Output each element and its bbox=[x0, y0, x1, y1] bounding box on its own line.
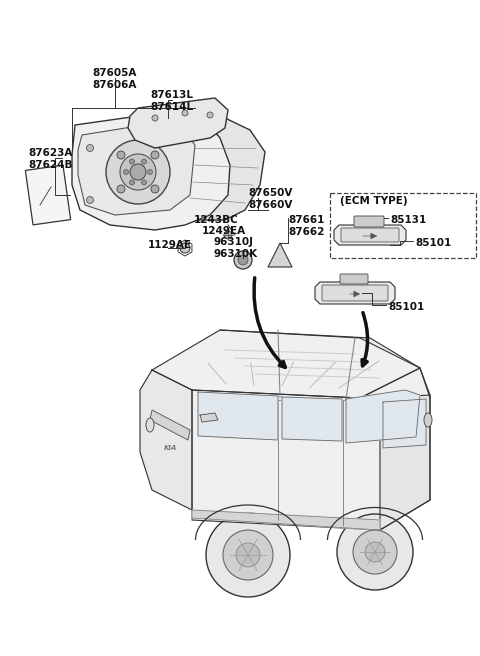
Circle shape bbox=[182, 110, 188, 116]
Polygon shape bbox=[150, 410, 190, 440]
Polygon shape bbox=[315, 282, 395, 304]
Polygon shape bbox=[380, 395, 430, 530]
Circle shape bbox=[151, 151, 159, 159]
Circle shape bbox=[207, 112, 213, 118]
Polygon shape bbox=[383, 399, 426, 448]
Circle shape bbox=[337, 514, 413, 590]
Text: 87613L
87614L: 87613L 87614L bbox=[150, 90, 193, 112]
Circle shape bbox=[123, 169, 129, 174]
Polygon shape bbox=[198, 392, 278, 440]
Text: 87623A
87624B: 87623A 87624B bbox=[28, 148, 72, 170]
Circle shape bbox=[130, 180, 134, 185]
Polygon shape bbox=[192, 368, 430, 530]
Circle shape bbox=[130, 164, 146, 180]
Circle shape bbox=[147, 169, 153, 174]
FancyBboxPatch shape bbox=[354, 216, 384, 227]
Polygon shape bbox=[128, 98, 228, 148]
Text: 1243BC: 1243BC bbox=[194, 215, 239, 225]
Circle shape bbox=[117, 151, 125, 159]
Circle shape bbox=[353, 530, 397, 574]
Polygon shape bbox=[25, 165, 71, 225]
Circle shape bbox=[86, 144, 94, 152]
Polygon shape bbox=[78, 120, 195, 215]
Circle shape bbox=[365, 542, 385, 562]
Circle shape bbox=[86, 197, 94, 203]
Polygon shape bbox=[346, 390, 420, 443]
Circle shape bbox=[234, 251, 252, 269]
Text: 85101: 85101 bbox=[388, 302, 424, 312]
Ellipse shape bbox=[146, 418, 154, 432]
Circle shape bbox=[151, 185, 159, 193]
Circle shape bbox=[106, 140, 170, 204]
Polygon shape bbox=[175, 118, 265, 220]
Polygon shape bbox=[192, 510, 380, 530]
Circle shape bbox=[238, 255, 248, 265]
Text: 87650V
87660V: 87650V 87660V bbox=[248, 188, 292, 210]
Ellipse shape bbox=[424, 413, 432, 427]
Circle shape bbox=[130, 159, 134, 164]
Polygon shape bbox=[72, 108, 230, 230]
Polygon shape bbox=[200, 413, 218, 422]
Circle shape bbox=[223, 530, 273, 580]
Circle shape bbox=[142, 159, 146, 164]
Text: (ECM TYPE): (ECM TYPE) bbox=[340, 196, 408, 206]
Circle shape bbox=[120, 154, 156, 190]
Circle shape bbox=[180, 243, 190, 253]
Circle shape bbox=[224, 231, 232, 239]
Circle shape bbox=[117, 185, 125, 193]
Polygon shape bbox=[334, 225, 406, 245]
Text: 1249EA: 1249EA bbox=[202, 226, 246, 236]
Polygon shape bbox=[268, 243, 292, 267]
FancyBboxPatch shape bbox=[341, 228, 399, 242]
Circle shape bbox=[152, 115, 158, 121]
FancyBboxPatch shape bbox=[322, 285, 388, 301]
Circle shape bbox=[142, 180, 146, 185]
Text: 1129AE: 1129AE bbox=[148, 240, 192, 250]
Text: 96310J
96310K: 96310J 96310K bbox=[213, 237, 257, 258]
Polygon shape bbox=[152, 330, 420, 398]
Circle shape bbox=[206, 513, 290, 597]
Circle shape bbox=[236, 543, 260, 567]
Text: 85131: 85131 bbox=[390, 215, 426, 225]
Bar bbox=[330, 193, 476, 258]
Polygon shape bbox=[282, 397, 342, 441]
Text: 85101: 85101 bbox=[415, 238, 451, 248]
FancyBboxPatch shape bbox=[340, 274, 368, 284]
Text: 87661
87662: 87661 87662 bbox=[288, 215, 324, 237]
Polygon shape bbox=[140, 370, 192, 510]
Text: KIA: KIA bbox=[164, 445, 178, 451]
Text: 87605A
87606A: 87605A 87606A bbox=[93, 68, 137, 90]
